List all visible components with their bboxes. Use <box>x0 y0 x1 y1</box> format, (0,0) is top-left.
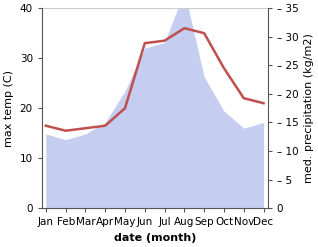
X-axis label: date (month): date (month) <box>114 233 196 243</box>
Y-axis label: max temp (C): max temp (C) <box>4 70 14 147</box>
Y-axis label: med. precipitation (kg/m2): med. precipitation (kg/m2) <box>304 33 314 183</box>
